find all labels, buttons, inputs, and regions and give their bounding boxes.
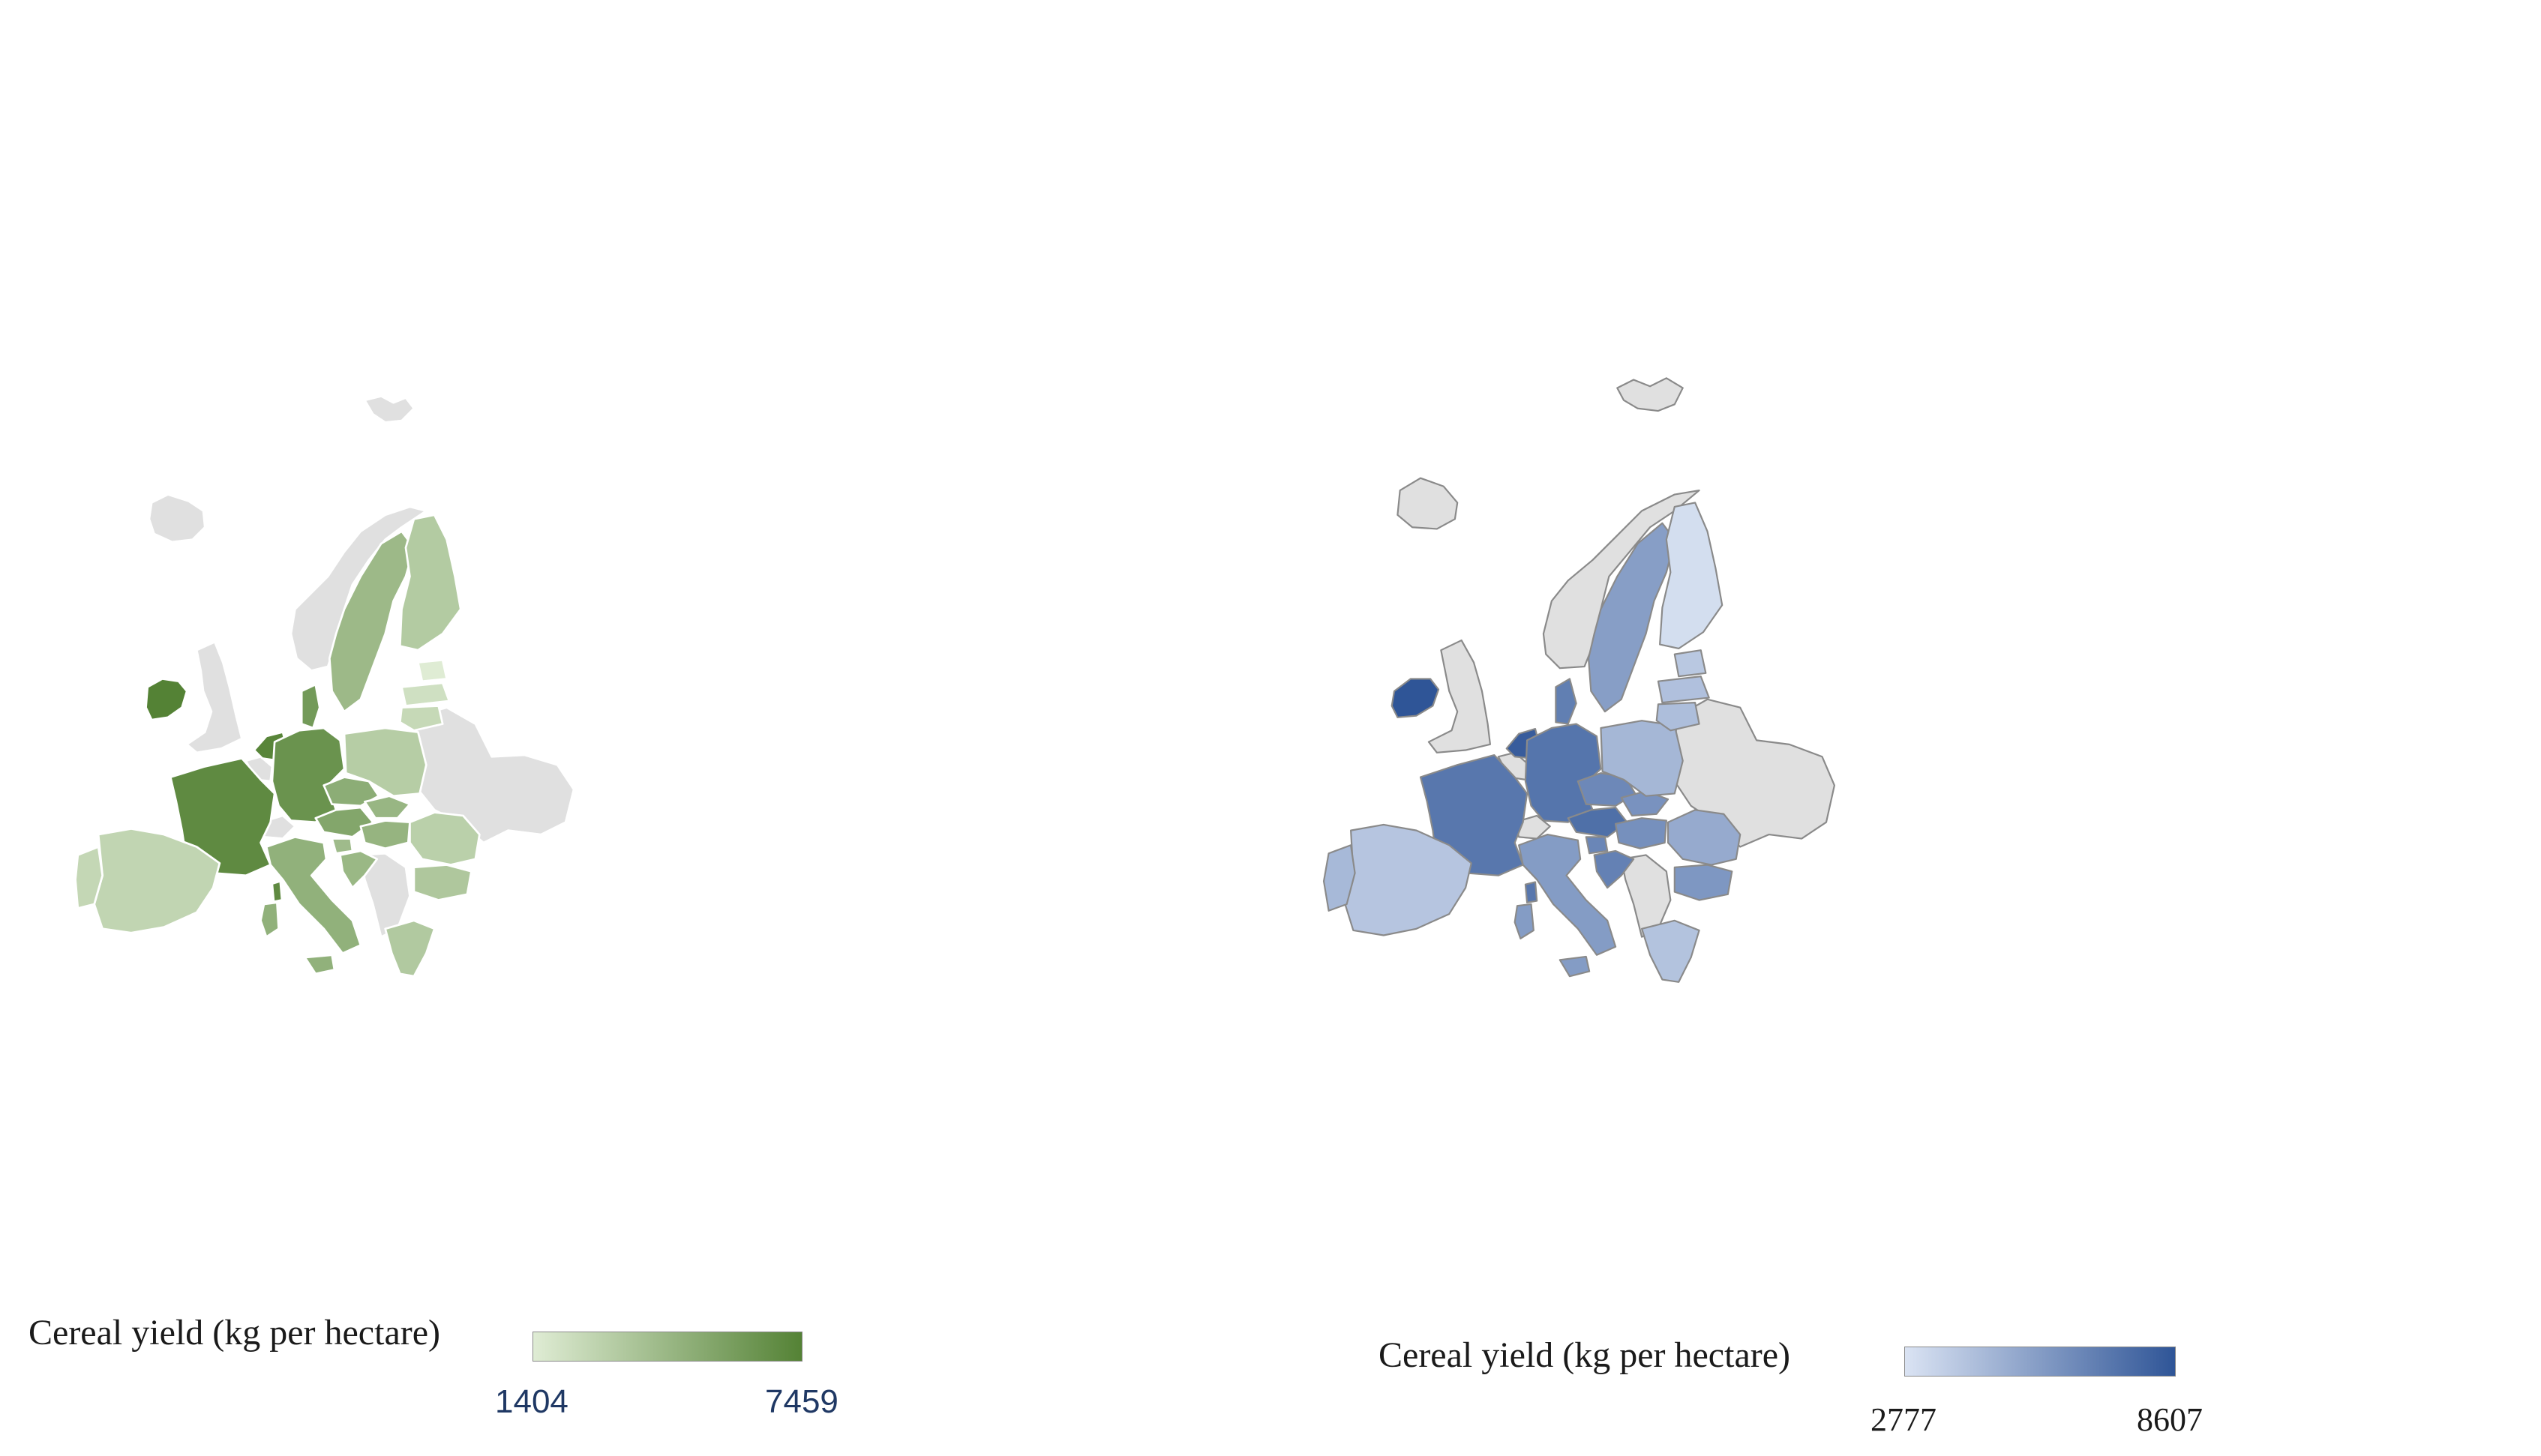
ireland xyxy=(1390,678,1440,718)
united-kingdom xyxy=(185,640,243,754)
romania xyxy=(409,811,481,866)
sardinia xyxy=(260,901,280,939)
bulgaria xyxy=(412,864,472,901)
no-data-countries xyxy=(148,395,575,939)
estonia xyxy=(1673,649,1707,678)
sweden xyxy=(1587,522,1676,713)
russia-belarus-ukraine xyxy=(1672,698,1836,848)
poland xyxy=(1600,720,1684,797)
poland xyxy=(343,727,428,798)
austria xyxy=(314,806,374,838)
left-legend-min: 1404 xyxy=(495,1383,568,1420)
svalbard xyxy=(1616,377,1684,412)
bulgaria xyxy=(1673,864,1733,901)
sicily xyxy=(304,954,336,975)
left-europe-map xyxy=(74,395,575,978)
hungary xyxy=(359,819,411,850)
greece xyxy=(384,919,436,978)
data-countries xyxy=(1322,502,1742,983)
data-countries xyxy=(74,514,481,978)
germany xyxy=(271,727,346,824)
finland xyxy=(1659,502,1724,650)
corsica xyxy=(1524,881,1538,903)
svalbard xyxy=(363,395,416,424)
latvia xyxy=(1657,676,1710,704)
italy xyxy=(1518,833,1617,956)
russia-belarus-ukraine xyxy=(412,706,575,844)
latvia xyxy=(400,682,451,707)
denmark xyxy=(300,683,321,729)
corsica xyxy=(271,880,284,903)
sweden xyxy=(328,530,416,713)
iceland xyxy=(1396,477,1459,530)
sicily xyxy=(1558,955,1591,978)
right-legend-title: Cereal yield (kg per hectare) xyxy=(1378,1335,1791,1375)
left-legend-max: 7459 xyxy=(765,1383,838,1420)
sardinia xyxy=(1514,903,1534,939)
romania xyxy=(1666,809,1742,866)
slovenia xyxy=(1585,836,1609,855)
norway xyxy=(290,505,428,672)
czechia xyxy=(322,776,380,807)
left-legend-color-bar xyxy=(532,1332,802,1362)
italy xyxy=(265,835,362,954)
left-map-panel: Cereal yield (kg per hectare) 1404 7459 xyxy=(0,0,1270,1456)
croatia xyxy=(339,849,379,889)
portugal xyxy=(74,846,104,909)
lithuania xyxy=(398,705,444,732)
greece xyxy=(1640,919,1700,983)
ireland xyxy=(145,678,188,721)
croatia xyxy=(1593,849,1635,889)
finland xyxy=(398,514,462,652)
lithuania xyxy=(1655,702,1700,732)
left-legend-title: Cereal yield (kg per hectare) xyxy=(28,1313,441,1353)
right-legend-min: 2777 xyxy=(1870,1401,1936,1438)
denmark xyxy=(1555,678,1577,725)
iceland xyxy=(148,493,206,544)
germany xyxy=(1524,723,1602,823)
slovakia xyxy=(363,795,411,819)
right-europe-map xyxy=(1322,377,1836,983)
united-kingdom xyxy=(1427,639,1491,753)
no-data-countries xyxy=(1396,377,1836,938)
norway xyxy=(1542,489,1700,670)
right-legend-color-bar xyxy=(1904,1347,2176,1377)
portugal xyxy=(1322,844,1356,912)
estonia xyxy=(417,658,448,683)
slovenia xyxy=(331,837,354,855)
right-legend-max: 8607 xyxy=(2137,1401,2203,1438)
right-map-panel: Cereal yield (kg per hectare) 2777 8607 xyxy=(1270,0,2541,1456)
hungary xyxy=(1615,817,1667,849)
